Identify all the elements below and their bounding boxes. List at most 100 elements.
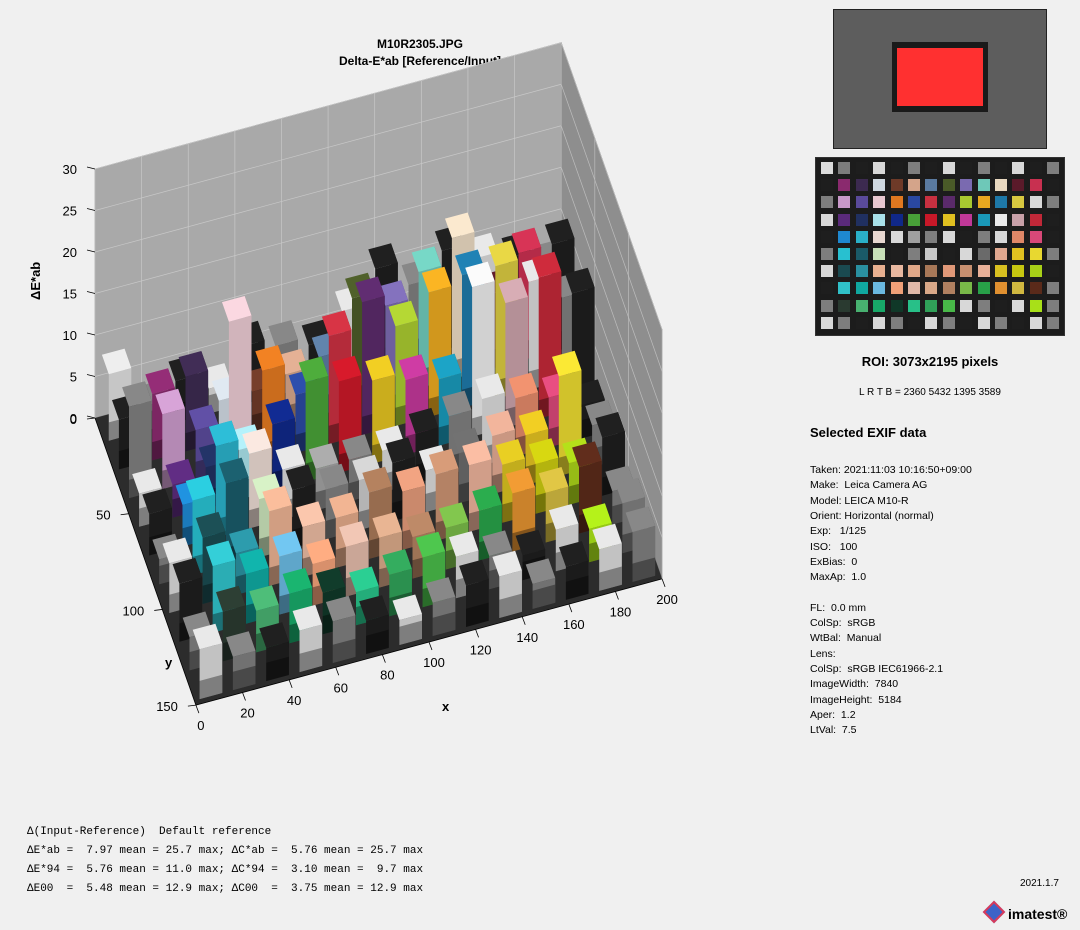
- color-patch: [995, 282, 1007, 295]
- imatest-logo-icon: [982, 900, 1006, 924]
- bar: [292, 604, 323, 673]
- color-patch: [1012, 316, 1025, 329]
- bar: [259, 622, 289, 682]
- brand: imatest®: [982, 900, 1068, 924]
- color-patch: [821, 179, 833, 192]
- color-patch: [995, 299, 1007, 312]
- color-patch: [960, 162, 973, 174]
- bar-top: [431, 353, 462, 380]
- brand-name: imatest®: [1008, 906, 1068, 922]
- x-tick: [381, 654, 386, 663]
- bar-top: [398, 354, 429, 380]
- color-patch: [925, 265, 938, 278]
- color-patch: [960, 248, 973, 260]
- color-patch: [908, 316, 920, 329]
- color-patch: [855, 213, 868, 226]
- color-patch: [1012, 282, 1025, 295]
- bar-top: [185, 474, 216, 501]
- z-gridline: [560, 84, 663, 372]
- bar-shadow: [632, 557, 656, 582]
- bar: [359, 595, 389, 654]
- bar-top: [425, 577, 456, 603]
- color-patch: [821, 230, 833, 243]
- color-patch: [1047, 282, 1060, 295]
- bar-top: [459, 559, 489, 586]
- color-patch: [977, 316, 990, 329]
- exif-line: Aper: 1.2: [810, 708, 856, 721]
- exif-line: Make: Leica Camera AG: [810, 479, 928, 492]
- bar-top: [395, 466, 426, 492]
- color-patch: [925, 213, 938, 226]
- bar-top: [559, 541, 589, 567]
- color-patch: [873, 179, 886, 192]
- z-tick: [86, 415, 96, 419]
- color-patch: [960, 316, 973, 329]
- bar: [226, 631, 256, 691]
- color-patch: [925, 162, 938, 174]
- z-axis-label: ΔE*ab: [28, 262, 43, 300]
- exif-line: Model: LEICA M10-R: [810, 494, 909, 507]
- bar-top: [325, 595, 356, 622]
- color-patch: [995, 316, 1007, 329]
- x-tick: [475, 629, 479, 638]
- bar-top: [572, 441, 602, 468]
- bar-top: [342, 434, 372, 460]
- color-patch: [908, 248, 920, 260]
- y-tick-label: 150: [156, 699, 178, 714]
- color-patch: [855, 282, 868, 295]
- bar-top: [485, 410, 515, 436]
- color-patch: [890, 299, 903, 312]
- color-patch: [1029, 299, 1042, 312]
- bar-top: [538, 467, 569, 493]
- color-patch: [960, 179, 973, 192]
- bar-shadow: [565, 575, 589, 600]
- color-patch: [995, 248, 1007, 260]
- z-tick-label: 10: [63, 328, 77, 343]
- bar: [425, 577, 456, 636]
- z-tick: [86, 166, 96, 170]
- color-patch: [942, 248, 955, 260]
- stats-line: ΔE*ab = 7.97 mean = 25.7 max; ΔC*ab = 5.…: [27, 845, 424, 857]
- bar: [325, 595, 356, 663]
- y-tick: [120, 513, 129, 516]
- color-patch: [977, 179, 990, 192]
- color-patch: [995, 213, 1007, 226]
- exif-line: ImageHeight: 5184: [810, 693, 902, 706]
- color-patch: [925, 230, 938, 243]
- color-patch: [873, 196, 886, 209]
- bar-top: [298, 356, 329, 383]
- color-patch: [1029, 213, 1042, 226]
- color-patch: [890, 316, 903, 329]
- color-patch: [960, 196, 973, 209]
- bar-top: [205, 540, 236, 567]
- color-patch: [838, 213, 851, 226]
- color-patch: [1012, 230, 1025, 243]
- bar: [525, 558, 556, 609]
- color-patch: [1047, 316, 1060, 329]
- bar-top: [239, 548, 269, 574]
- bar-top: [462, 439, 492, 466]
- bar-top: [268, 320, 298, 346]
- color-patch: [942, 213, 955, 226]
- bar-top: [208, 420, 239, 447]
- bar-top: [575, 379, 605, 406]
- x-tick: [195, 705, 200, 714]
- x-tick-label: 60: [334, 680, 348, 695]
- bar-shadow: [199, 674, 223, 700]
- x-axis-label: x: [442, 699, 450, 714]
- bar-top: [305, 538, 336, 565]
- z-gridline: [560, 125, 663, 414]
- x-tick-label: 40: [287, 693, 301, 708]
- bar-front: [332, 615, 356, 663]
- color-patch: [855, 196, 868, 209]
- roi-label: ROI: 3073x2195 pixels: [861, 354, 999, 369]
- color-patch-grid: [815, 157, 1065, 336]
- bar-top: [428, 448, 459, 475]
- bar-shadow: [499, 593, 522, 618]
- bar-top: [155, 388, 185, 415]
- x-axis-line: [195, 578, 663, 706]
- exif-line: Taken: 2021:11:03 10:16:50+09:00: [810, 464, 972, 476]
- bar-top: [349, 566, 379, 593]
- bar-top: [495, 439, 525, 465]
- color-patch: [855, 265, 868, 278]
